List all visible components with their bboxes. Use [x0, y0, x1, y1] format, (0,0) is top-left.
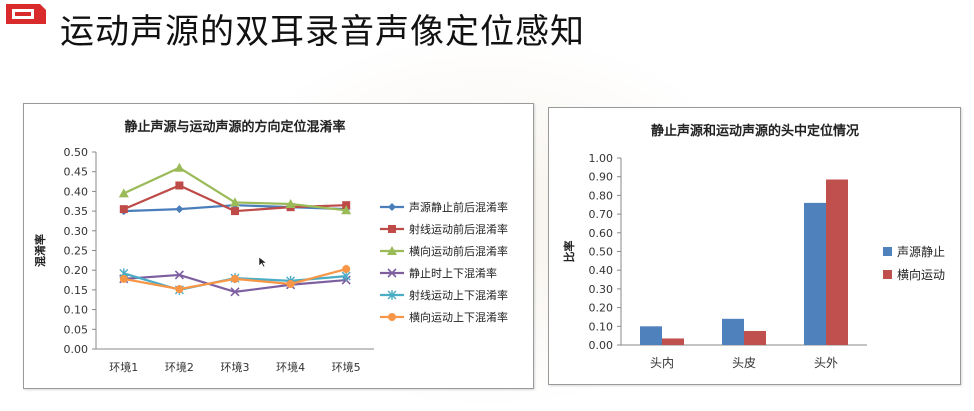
data-point	[286, 279, 295, 288]
y-tick-label: 0.50	[589, 246, 614, 259]
data-point	[175, 205, 184, 214]
y-tick-label: 0.20	[589, 302, 614, 315]
legend-swatch	[883, 270, 892, 279]
y-tick-label: 0.90	[589, 171, 614, 184]
data-point	[230, 197, 240, 207]
legend-swatch	[883, 247, 892, 256]
y-tick-label: 0.60	[589, 227, 614, 240]
legend-marker	[388, 203, 396, 211]
x-tick-label: 环境5	[332, 360, 361, 374]
data-point	[175, 285, 184, 294]
y-tick-label: 0.45	[64, 166, 89, 179]
chart-title: 静止声源和运动声源的头中定位情况	[651, 123, 859, 139]
x-tick-label: 环境4	[276, 360, 305, 374]
legend-marker	[387, 246, 397, 255]
y-axis-label: 比率	[562, 241, 576, 263]
y-tick-label: 0.70	[589, 208, 614, 221]
line-chart-panel: 静止声源与运动声源的方向定位混淆率混淆率 0.00 0.05 0.10 0.15 0.20…	[23, 103, 534, 389]
legend-marker	[387, 268, 397, 278]
y-tick-label: 0.30	[64, 225, 89, 238]
y-tick-label: 0.40	[589, 264, 614, 277]
y-tick-label: 0.00	[64, 343, 89, 356]
y-tick-label: 0.00	[589, 339, 614, 352]
bar-chart-panel: 静止声源和运动声源的头中定位情况比率 0.00 0.10 0.20 0.30 0.40 0.…	[548, 107, 961, 385]
legend-label: 声源静止	[897, 245, 945, 259]
bar	[662, 338, 684, 345]
y-axis-label: 混淆率	[33, 234, 47, 267]
legend-label: 横向运动前后混淆率	[409, 244, 508, 258]
data-point	[174, 270, 184, 280]
bar	[640, 326, 662, 345]
x-tick-label: 头外	[814, 356, 838, 370]
legend-marker	[388, 225, 396, 233]
y-tick-label: 0.25	[64, 245, 89, 258]
y-tick-label: 0.35	[64, 205, 89, 218]
legend-label: 横向运动上下混淆率	[409, 310, 508, 324]
data-point	[119, 205, 128, 214]
data-point	[175, 181, 184, 190]
y-tick-label: 0.10	[64, 304, 89, 317]
bar	[826, 179, 848, 345]
y-tick-label: 0.30	[589, 283, 614, 296]
legend-label: 射线运动前后混淆率	[409, 222, 508, 236]
x-tick-label: 头皮	[732, 356, 756, 370]
data-point	[342, 265, 351, 274]
data-point	[342, 201, 351, 210]
y-tick-label: 0.80	[589, 189, 614, 202]
legend-label: 声源静止前后混淆率	[409, 200, 508, 214]
y-tick-label: 1.00	[589, 152, 614, 165]
data-point	[231, 207, 239, 216]
mouse-cursor-icon	[258, 256, 268, 268]
y-tick-label: 0.05	[64, 323, 89, 336]
data-point	[230, 287, 240, 297]
logo-icon	[0, 0, 52, 30]
chart-title: 静止声源与运动声源的方向定位混淆率	[124, 119, 345, 135]
legend-marker	[388, 313, 396, 321]
legend-marker	[387, 290, 397, 300]
x-tick-label: 头内	[650, 356, 674, 370]
bar	[722, 318, 744, 345]
y-tick-label: 0.40	[64, 185, 89, 198]
x-tick-label: 环境1	[109, 360, 138, 374]
x-tick-label: 环境3	[221, 360, 250, 374]
legend-label: 静止时上下混淆率	[409, 266, 497, 280]
legend-label: 横向运动	[897, 267, 945, 282]
data-point	[285, 199, 296, 209]
bar	[744, 330, 766, 345]
y-tick-label: 0.50	[64, 146, 89, 159]
y-tick-label: 0.20	[64, 264, 89, 277]
data-point	[231, 274, 239, 283]
bar	[804, 202, 826, 345]
legend-label: 射线运动上下混淆率	[409, 288, 508, 302]
data-point	[341, 205, 352, 215]
y-tick-label: 0.10	[589, 320, 614, 333]
x-tick-label: 环境2	[165, 360, 194, 374]
slide-title: 运动声源的双耳录音声像定位感知	[60, 12, 585, 52]
data-point	[118, 188, 129, 198]
data-point	[119, 274, 128, 283]
y-tick-label: 0.15	[64, 284, 89, 297]
data-point	[174, 162, 185, 172]
